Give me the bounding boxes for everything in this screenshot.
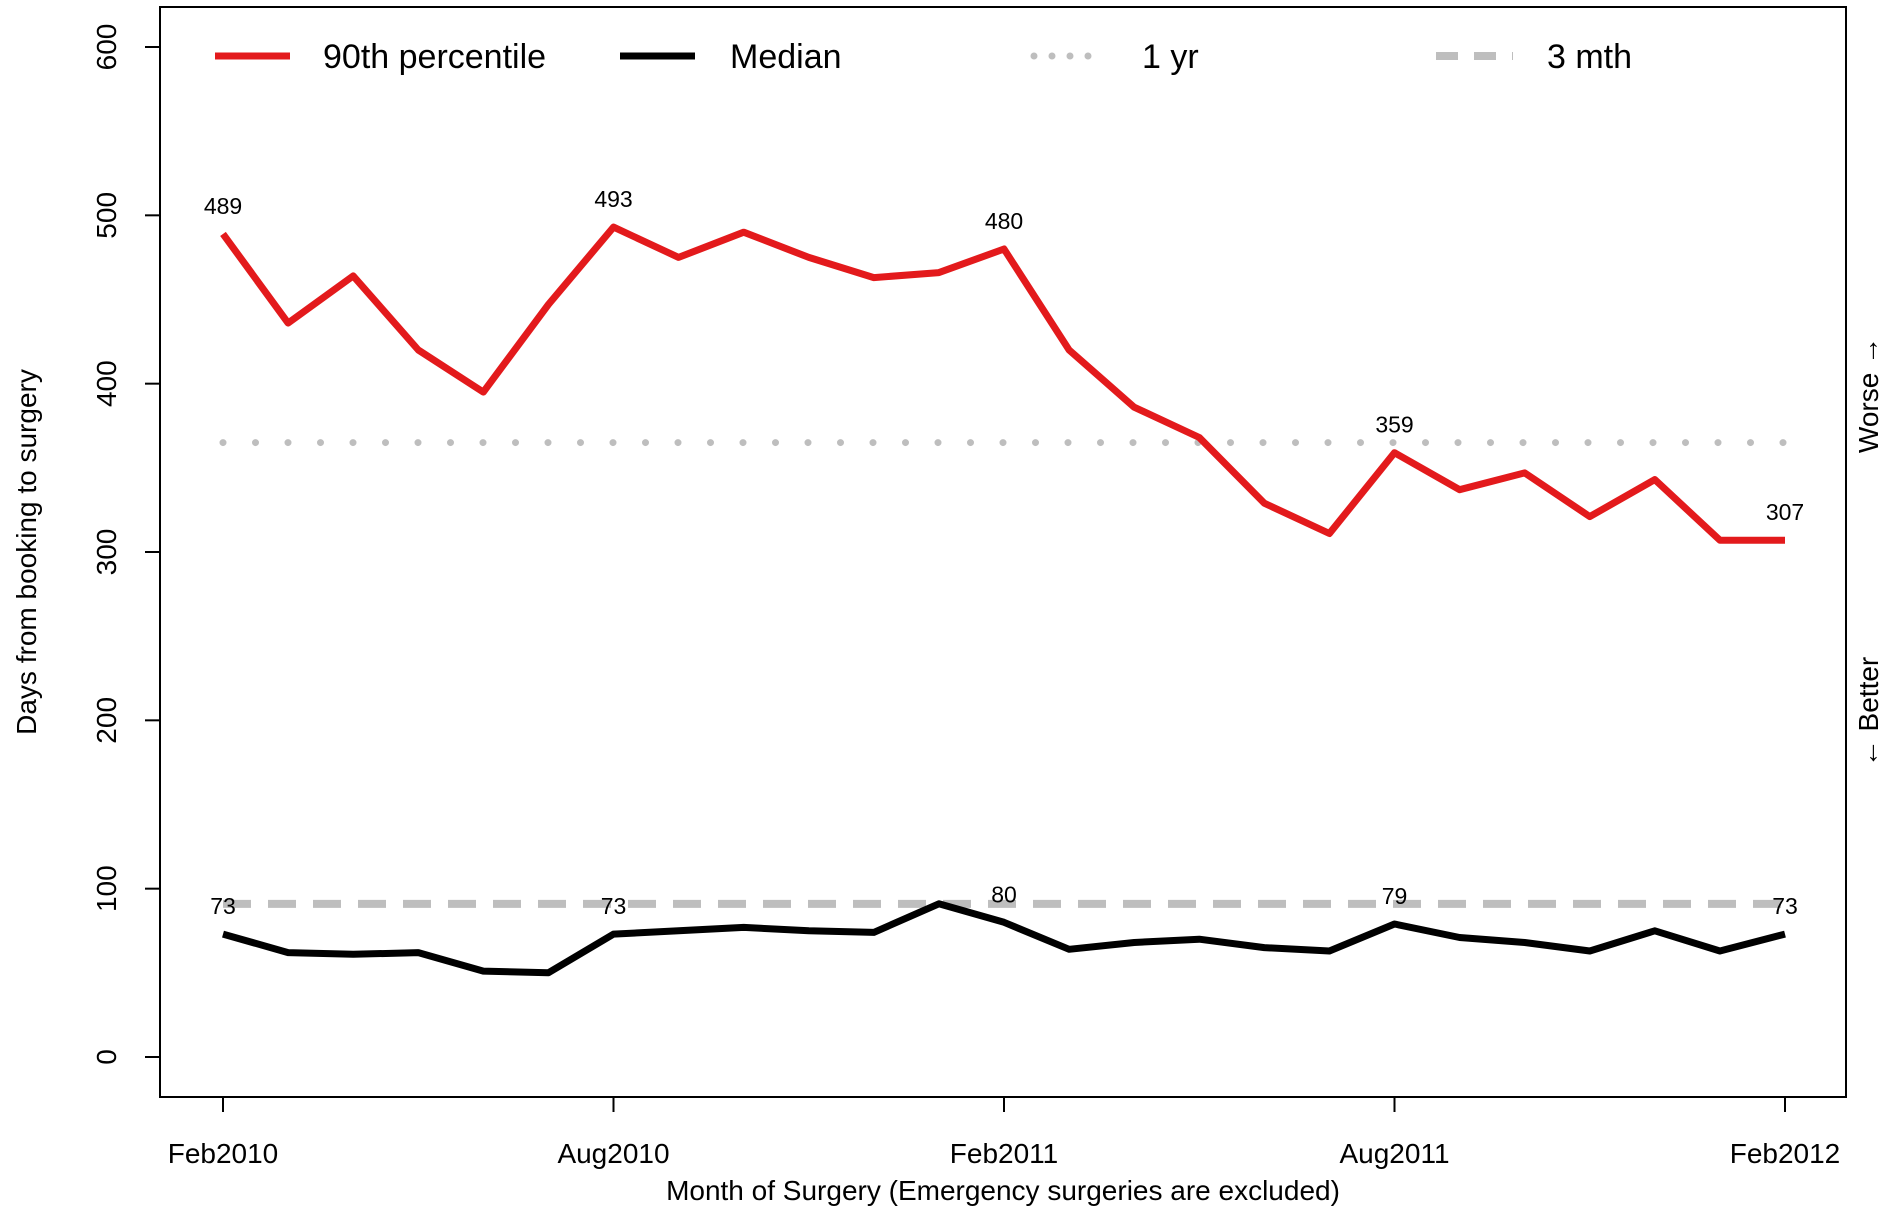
legend-label: 1 yr xyxy=(1142,38,1199,76)
data-label: 493 xyxy=(594,186,632,212)
data-label: 73 xyxy=(210,893,236,919)
x-axis: Feb2010 Aug2010 Feb2011 Aug2011 Feb2012 xyxy=(168,1096,1841,1169)
plot-frame xyxy=(159,6,1847,1098)
legend-label: 90th percentile xyxy=(323,38,546,76)
y-tick-label: 500 xyxy=(91,192,122,239)
y-axis-title: Days from booking to surgery xyxy=(11,369,42,735)
series-lines xyxy=(220,223,1786,977)
data-label: 73 xyxy=(1772,893,1798,919)
y-tick-label: 300 xyxy=(91,529,122,576)
data-labels: 489 493 480 359 307 73 73 80 79 73 xyxy=(204,186,1804,919)
data-label: 79 xyxy=(1382,883,1408,909)
x-tick-label: Aug2010 xyxy=(557,1138,669,1169)
series-line xyxy=(222,900,1786,977)
data-label: 359 xyxy=(1375,412,1413,438)
legend-label: Median xyxy=(730,38,842,76)
right-label-better: ← Better xyxy=(1853,657,1884,767)
data-label: 307 xyxy=(1766,499,1804,525)
y-tick-label: 600 xyxy=(91,24,122,71)
y-tick-label: 200 xyxy=(91,697,122,744)
y-tick-label: 400 xyxy=(91,360,122,407)
y-tick-label: 0 xyxy=(91,1049,122,1065)
x-tick-label: Feb2012 xyxy=(1730,1138,1841,1169)
x-tick-label: Feb2010 xyxy=(168,1138,279,1169)
legend-label: 3 mth xyxy=(1547,38,1632,76)
x-tick-label: Aug2011 xyxy=(1339,1138,1449,1169)
y-axis: 0 100 200 300 400 500 600 xyxy=(91,24,161,1065)
legend: 90th percentile Median 1 yr 3 mth xyxy=(215,38,1632,76)
data-label: 480 xyxy=(985,208,1023,234)
right-label-worse: Worse → xyxy=(1853,337,1884,453)
reference-lines xyxy=(219,439,1789,908)
data-label: 80 xyxy=(991,881,1017,907)
x-axis-title: Month of Surgery (Emergency surgeries ar… xyxy=(666,1175,1340,1206)
x-tick-label: Feb2011 xyxy=(950,1138,1058,1169)
series-line xyxy=(220,223,1785,544)
data-label: 73 xyxy=(601,893,627,919)
y-tick-label: 100 xyxy=(91,865,122,912)
data-label: 489 xyxy=(204,193,242,219)
